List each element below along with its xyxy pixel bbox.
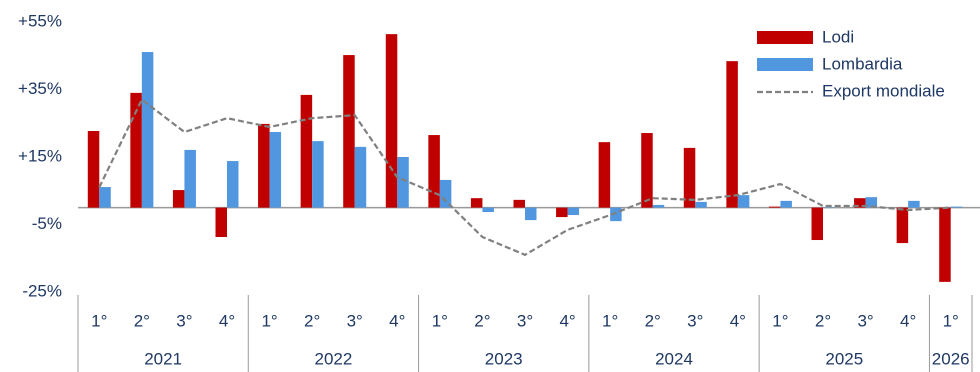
bar bbox=[141, 52, 154, 208]
x-tick-label: 1° bbox=[261, 311, 277, 330]
bar bbox=[99, 187, 111, 208]
x-tick-label: 2° bbox=[474, 311, 490, 330]
bar bbox=[439, 179, 452, 208]
bar bbox=[269, 132, 282, 208]
x-group-label: 2026 bbox=[932, 349, 970, 368]
bar bbox=[950, 206, 963, 208]
x-tick-label: 4° bbox=[559, 311, 575, 330]
x-tick-label: 4° bbox=[900, 311, 916, 330]
y-tick-label: -5% bbox=[32, 214, 62, 233]
bar bbox=[695, 201, 707, 208]
x-tick-label: 2° bbox=[645, 311, 661, 330]
bar bbox=[428, 135, 440, 208]
y-tick-label: +15% bbox=[18, 146, 62, 165]
bar bbox=[811, 207, 823, 241]
bar bbox=[865, 197, 878, 208]
legend-swatch bbox=[757, 58, 813, 71]
bar bbox=[896, 207, 909, 244]
bar bbox=[312, 141, 324, 208]
bar bbox=[184, 149, 196, 208]
x-tick-label: 1° bbox=[772, 311, 788, 330]
y-tick-label: -25% bbox=[22, 281, 62, 300]
x-tick-label: 1° bbox=[91, 311, 107, 330]
x-tick-label: 4° bbox=[730, 311, 746, 330]
bar bbox=[683, 147, 696, 208]
x-tick-label: 2° bbox=[304, 311, 320, 330]
bar bbox=[172, 190, 185, 208]
bar bbox=[525, 207, 537, 221]
bar bbox=[567, 207, 580, 216]
bar bbox=[854, 198, 866, 208]
bar bbox=[513, 199, 525, 208]
x-tick-label: 1° bbox=[602, 311, 618, 330]
legend-label: Lombardia bbox=[822, 54, 903, 73]
bar bbox=[470, 198, 483, 208]
bar bbox=[227, 161, 239, 208]
bar bbox=[354, 146, 367, 208]
bar bbox=[768, 206, 781, 208]
bar bbox=[130, 92, 142, 208]
x-tick-label: 4° bbox=[389, 311, 405, 330]
bar bbox=[726, 61, 738, 208]
x-tick-label: 3° bbox=[687, 311, 703, 330]
x-group-label: 2023 bbox=[485, 349, 523, 368]
x-group-label: 2021 bbox=[144, 349, 182, 368]
bar bbox=[300, 94, 313, 208]
bar bbox=[823, 207, 835, 209]
bar bbox=[397, 157, 409, 208]
x-tick-label: 3° bbox=[176, 311, 192, 330]
bar bbox=[258, 123, 270, 208]
y-tick-label: +35% bbox=[18, 79, 62, 98]
x-tick-label: 2° bbox=[134, 311, 150, 330]
x-tick-label: 1° bbox=[432, 311, 448, 330]
bar bbox=[343, 55, 355, 208]
x-tick-label: 4° bbox=[219, 311, 235, 330]
legend-swatch bbox=[757, 31, 813, 44]
line bbox=[98, 97, 951, 257]
bar bbox=[780, 200, 792, 208]
x-tick-label: 2° bbox=[815, 311, 831, 330]
bar bbox=[939, 207, 951, 282]
bar bbox=[908, 200, 920, 208]
x-group-label: 2024 bbox=[655, 349, 693, 368]
bar bbox=[737, 195, 750, 208]
legend-label: Export mondiale bbox=[822, 81, 945, 100]
x-tick-label: 3° bbox=[517, 311, 533, 330]
bar bbox=[482, 207, 494, 213]
legend-label: Lodi bbox=[822, 27, 854, 46]
x-group-label: 2025 bbox=[825, 349, 863, 368]
x-group-label: 2022 bbox=[315, 349, 353, 368]
x-tick-label: 3° bbox=[857, 311, 873, 330]
x-tick-label: 3° bbox=[347, 311, 363, 330]
bar bbox=[641, 133, 653, 208]
bar bbox=[598, 142, 611, 208]
bar bbox=[556, 207, 568, 218]
bar bbox=[215, 207, 227, 237]
y-tick-label: +55% bbox=[18, 11, 62, 30]
bar bbox=[87, 131, 100, 208]
x-tick-label: 1° bbox=[943, 311, 959, 330]
bar bbox=[652, 204, 665, 208]
bar bbox=[385, 34, 398, 208]
bar bbox=[610, 207, 622, 222]
